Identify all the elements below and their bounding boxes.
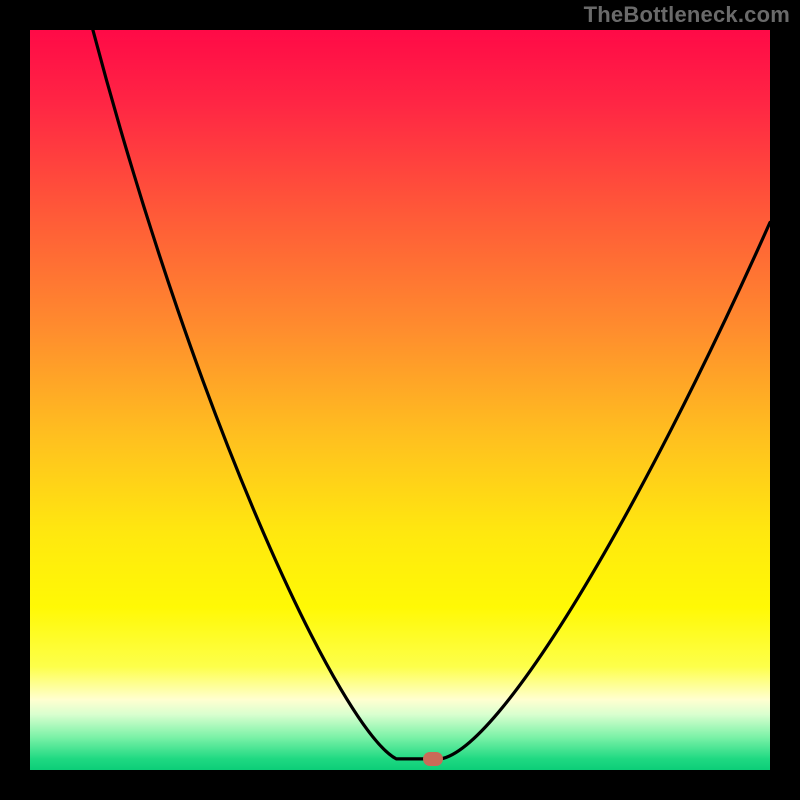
watermark-text: TheBottleneck.com: [584, 2, 790, 28]
plot-background: [30, 30, 770, 770]
optimal-point-marker: [423, 752, 443, 766]
bottleneck-chart: [0, 0, 800, 800]
chart-container: TheBottleneck.com: [0, 0, 800, 800]
